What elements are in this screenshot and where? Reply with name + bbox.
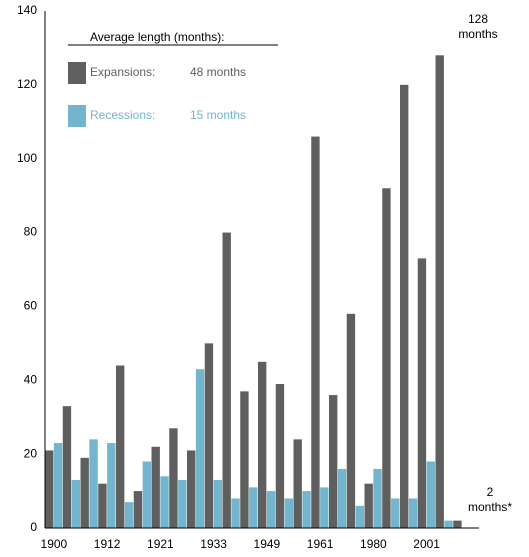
bar <box>240 391 249 528</box>
legend-average: 48 months <box>190 65 246 79</box>
bar <box>249 487 258 528</box>
bar <box>284 498 293 528</box>
bar <box>293 439 302 528</box>
bar <box>258 361 267 528</box>
bar <box>222 232 231 529</box>
legend-title: Average length (months): <box>90 30 225 44</box>
bar <box>391 498 400 528</box>
bar <box>364 483 373 528</box>
legend-label: Expansions: <box>90 65 155 79</box>
bar <box>329 395 338 528</box>
bar <box>320 487 329 528</box>
bar <box>116 365 125 528</box>
bar <box>417 258 427 528</box>
bar <box>453 520 462 528</box>
x-tick-label: 1921 <box>147 537 174 551</box>
bar <box>231 498 240 528</box>
bar <box>133 491 143 528</box>
bar <box>160 476 169 528</box>
x-tick-label: 1900 <box>41 537 68 551</box>
bar <box>373 468 382 528</box>
bar <box>266 491 276 528</box>
annotation: months <box>458 27 497 41</box>
bar <box>142 461 151 528</box>
bar <box>204 343 214 528</box>
legend-swatch <box>68 62 86 84</box>
annotation: 2 <box>487 485 494 499</box>
x-tick-label: 1961 <box>307 537 334 551</box>
x-tick-label: 1949 <box>254 537 281 551</box>
bar <box>355 505 364 528</box>
annotation: months* <box>468 500 512 514</box>
bar <box>346 313 356 528</box>
bar <box>107 443 116 528</box>
y-tick-label: 100 <box>17 151 37 165</box>
x-tick-label: 1980 <box>360 537 387 551</box>
bar <box>80 457 89 528</box>
bar <box>45 450 54 528</box>
bar <box>187 450 196 528</box>
bar <box>444 520 453 528</box>
bar <box>382 188 391 528</box>
bar <box>302 491 311 528</box>
bar <box>213 479 222 528</box>
bar <box>124 502 134 528</box>
bar <box>408 498 418 528</box>
bar <box>337 468 347 528</box>
bar <box>195 369 205 528</box>
y-tick-label: 140 <box>17 3 37 17</box>
annotation: 128 <box>468 12 488 26</box>
bar <box>400 84 409 528</box>
y-tick-label: 40 <box>24 372 38 386</box>
legend-average: 15 months <box>190 108 246 122</box>
x-tick-label: 1933 <box>200 537 227 551</box>
legend-label: Recessions: <box>90 108 155 122</box>
bar <box>151 446 160 528</box>
bar <box>311 136 320 529</box>
y-tick-label: 0 <box>30 520 37 534</box>
x-tick-label: 1912 <box>94 537 121 551</box>
bar <box>62 406 72 528</box>
bar <box>71 479 80 528</box>
bar <box>169 428 178 528</box>
legend-swatch <box>68 105 86 127</box>
bar <box>426 461 435 528</box>
y-tick-label: 60 <box>24 299 38 313</box>
x-tick-label: 2001 <box>413 537 440 551</box>
y-tick-label: 120 <box>17 77 37 91</box>
bar <box>275 383 285 528</box>
bar <box>178 479 187 528</box>
y-tick-label: 80 <box>24 225 38 239</box>
y-tick-label: 20 <box>24 446 38 460</box>
bar <box>435 55 444 529</box>
bar <box>98 483 107 528</box>
bar <box>89 439 98 528</box>
bar <box>53 443 63 528</box>
